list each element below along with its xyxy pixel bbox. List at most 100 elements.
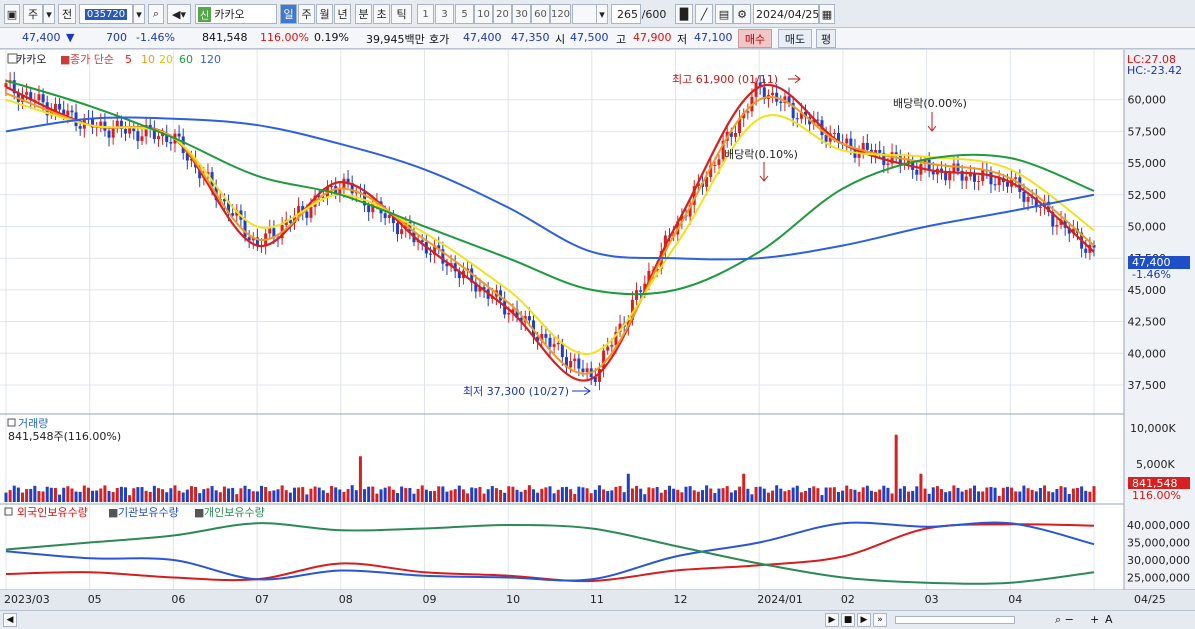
search-icon[interactable]: ⌕: [148, 4, 164, 24]
candle-body: [729, 131, 733, 137]
volume-bar: [630, 488, 634, 502]
holder-line-2: [5, 522, 1095, 585]
interval-120-button[interactable]: 120: [550, 4, 571, 24]
tab-tick[interactable]: 틱: [391, 4, 412, 24]
zoom-out-icon[interactable]: ⌕ −: [1055, 613, 1074, 626]
candle-body: [1026, 196, 1030, 202]
volume-bar: [684, 486, 688, 502]
interval-60-button[interactable]: 60: [531, 4, 550, 24]
volume-bar: [960, 491, 964, 502]
volume-bar: [610, 490, 614, 502]
scroll-left-icon[interactable]: ◀: [3, 613, 17, 627]
x-axis: 2023/03 05 06 07 08 09 10 11 12 2024/01 02 03 04 04/2…: [4, 593, 1166, 606]
volume-bar: [396, 493, 400, 502]
chart-svg[interactable]: 60,00057,50055,00052,50050,00047,50045,0…: [0, 50, 1195, 610]
tab-day[interactable]: 일: [280, 4, 297, 24]
interval-3-button[interactable]: 3: [435, 4, 454, 24]
candle-body: [816, 119, 820, 121]
volume-bar: [181, 492, 185, 502]
volume-bar: [1059, 486, 1063, 502]
candle-body: [70, 110, 74, 113]
date-input[interactable]: 2024/04/25: [753, 4, 819, 24]
annotation-dividend-2: 배당락(0.00%): [893, 97, 967, 110]
volume-bar: [626, 473, 630, 502]
chart-area[interactable]: 60,00057,50055,00052,50050,00047,50045,0…: [0, 50, 1195, 610]
volume-bar: [845, 485, 849, 502]
volume-bar: [861, 487, 865, 502]
stock-code-dropdown-icon[interactable]: ▾: [133, 4, 145, 24]
candle-body: [169, 142, 173, 144]
volume-bar: [1043, 485, 1047, 502]
volume-bar: [288, 492, 292, 502]
candle-body: [297, 206, 301, 216]
volume-bar: [482, 493, 486, 502]
period-select[interactable]: 주: [23, 4, 43, 24]
stock-name-field[interactable]: 신 카카오: [195, 4, 277, 24]
volume-bar: [404, 488, 408, 502]
candle-body: [1047, 201, 1051, 212]
interval-30-button[interactable]: 30: [512, 4, 531, 24]
save-icon[interactable]: ▤: [715, 4, 733, 24]
candle-body: [1005, 182, 1009, 187]
price-ytick-label-9: 37,500: [1128, 379, 1167, 392]
volume-bar: [733, 490, 737, 502]
play-icon[interactable]: ▶: [857, 613, 871, 627]
lc-label: LC:27.08: [1127, 53, 1176, 66]
candle-body: [721, 140, 725, 160]
candle-body: [519, 317, 523, 323]
interval-5-button[interactable]: 5: [455, 4, 474, 24]
volume-bar: [923, 488, 927, 502]
candle-body: [890, 152, 894, 164]
fast-forward-icon[interactable]: »: [873, 613, 887, 627]
auto-scale-icon[interactable]: A: [1105, 613, 1113, 626]
interval-20-button[interactable]: 20: [493, 4, 512, 24]
settings-gear-icon[interactable]: ⚙: [733, 4, 751, 24]
candle-body: [779, 101, 783, 104]
volume-bar: [453, 489, 457, 502]
interval-10-button[interactable]: 10: [474, 4, 493, 24]
custom-interval-dropdown-icon[interactable]: ▾: [596, 4, 608, 24]
volume-bar: [919, 473, 923, 502]
volume-bar: [1034, 491, 1038, 502]
sell-button[interactable]: 매도: [778, 29, 812, 48]
interval-1-button[interactable]: 1: [417, 4, 434, 24]
volume-bar: [222, 486, 226, 502]
candle-body: [222, 199, 226, 202]
candle-body: [931, 170, 935, 175]
prev-button[interactable]: 전: [58, 4, 76, 24]
zoom-in-icon[interactable]: +: [1090, 613, 1100, 626]
draw-line-icon[interactable]: ╱: [695, 4, 713, 24]
scroll-right-icon[interactable]: ▶: [825, 613, 839, 627]
tab-month[interactable]: 월: [316, 4, 333, 24]
candle-body: [78, 126, 82, 129]
count-input[interactable]: 265: [611, 4, 641, 24]
candle-body: [1014, 177, 1018, 179]
stop-icon[interactable]: ■: [841, 613, 855, 627]
tab-second[interactable]: 초: [373, 4, 390, 24]
stock-code-input[interactable]: 035720: [79, 4, 133, 24]
volume-bar: [783, 491, 787, 502]
speaker-icon[interactable]: ◀▾: [167, 4, 191, 24]
volume-bar: [799, 492, 803, 502]
volume-bar: [985, 487, 989, 502]
tab-minute[interactable]: 분: [355, 4, 372, 24]
volume-bar: [99, 488, 103, 502]
buy-button[interactable]: 매수: [738, 29, 772, 48]
scroll-track[interactable]: [895, 616, 1015, 624]
period-dropdown-icon[interactable]: ▾: [43, 4, 55, 24]
horizontal-scrollbar[interactable]: ◀ ▶ ■ ▶ » ⌕ − + A: [0, 610, 1195, 629]
candle-body: [4, 83, 8, 88]
annotation-dividend-1: 배당락(0.10%): [724, 148, 798, 161]
legend-indiv-marker: ■: [194, 506, 204, 519]
volume-bar: [16, 487, 20, 502]
tab-year[interactable]: 년: [334, 4, 351, 24]
price-ytick-label-6: 45,000: [1128, 284, 1167, 297]
interval-1-label: 1: [422, 8, 429, 20]
calendar-icon[interactable]: ▦: [819, 4, 835, 24]
avg-button[interactable]: 평: [816, 29, 836, 48]
stock-name: 카카오: [214, 8, 245, 21]
tab-week[interactable]: 주: [298, 4, 315, 24]
candle-type-icon[interactable]: ▐▌: [675, 4, 693, 24]
window-menu-icon[interactable]: ▣: [4, 4, 20, 24]
dividend-1-arrow: [759, 162, 769, 182]
